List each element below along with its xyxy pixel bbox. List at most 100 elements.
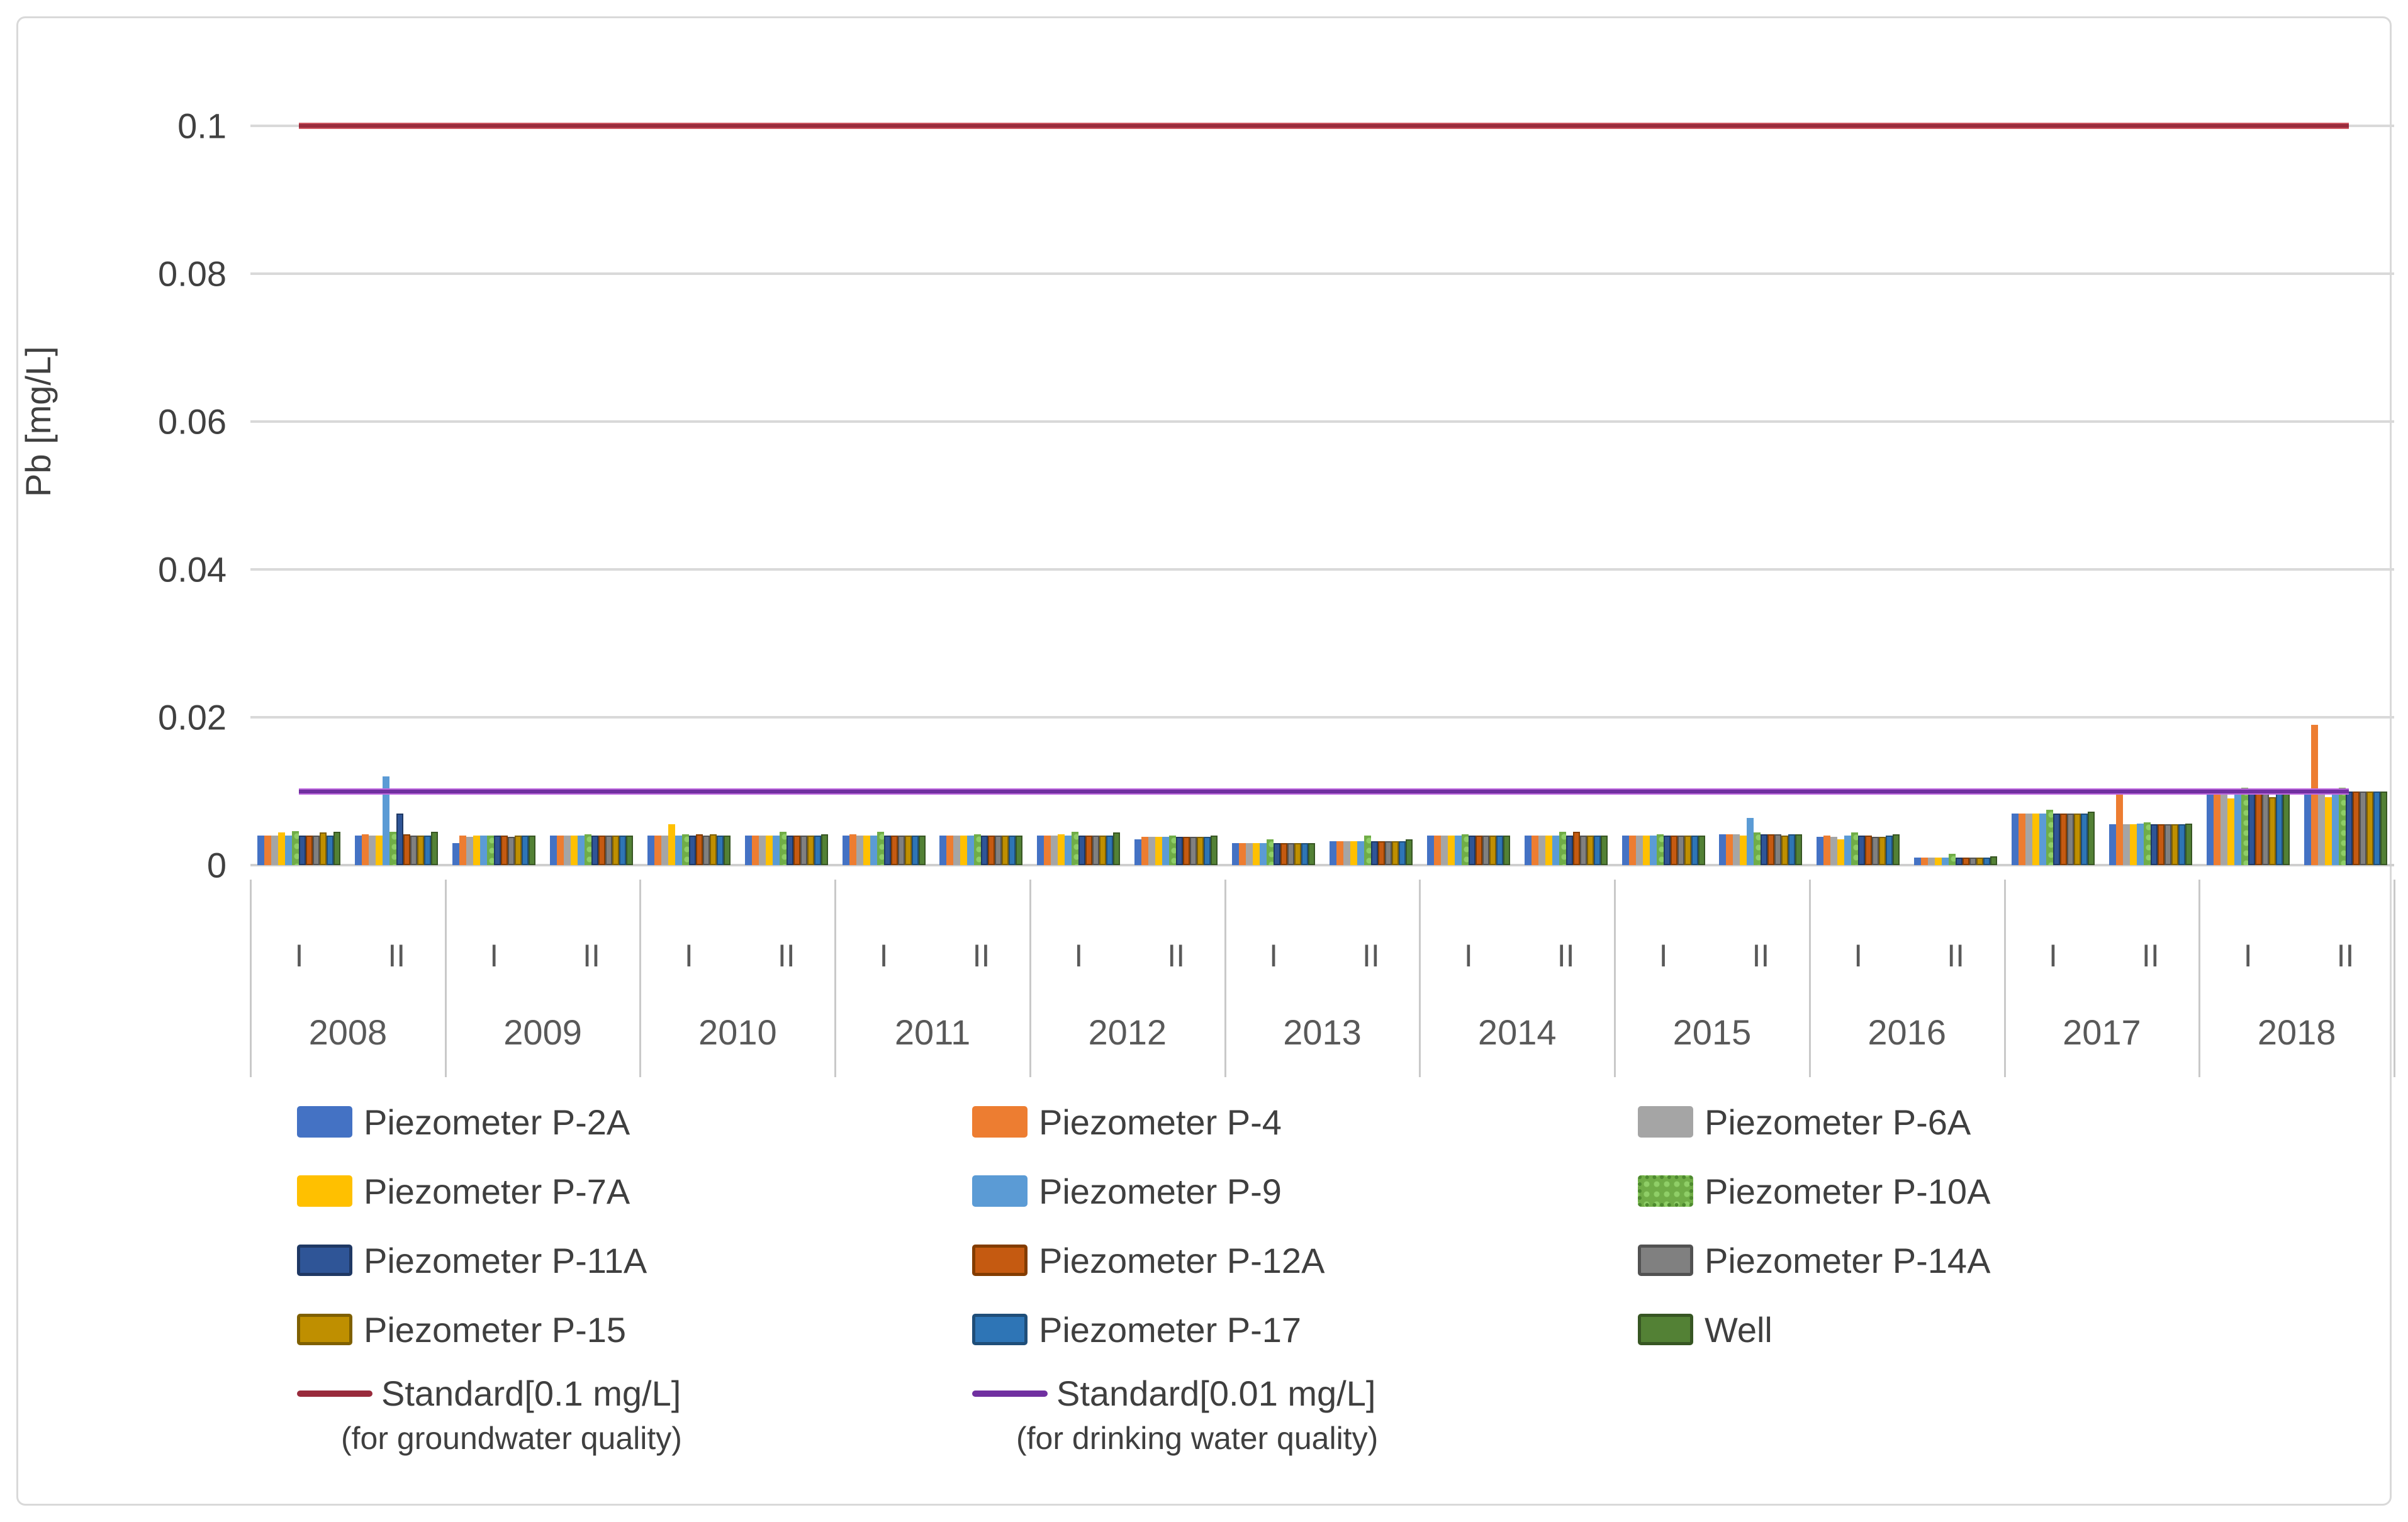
bar: [842, 836, 849, 865]
x-tick-period: II: [2141, 938, 2159, 973]
bar: [918, 836, 926, 865]
bar: [2059, 813, 2067, 865]
bar: [480, 836, 488, 865]
bar: [2025, 813, 2032, 865]
bar: [1823, 836, 1831, 865]
legend-swatch-icon: [1638, 1245, 1693, 1276]
bar: [362, 834, 369, 865]
bar: [522, 836, 529, 865]
bar: [1405, 839, 1413, 865]
bar: [890, 836, 898, 865]
y-tick-label: 0.08: [158, 254, 227, 294]
legend-label: Piezometer P-14A: [1705, 1240, 1991, 1280]
bar: [668, 824, 675, 865]
bar: [1496, 836, 1503, 865]
bar: [2087, 812, 2095, 865]
bar: [2046, 809, 2053, 865]
legend-label: Piezometer P-9: [1039, 1171, 1282, 1211]
bar: [1600, 836, 1608, 865]
bar: [355, 836, 362, 865]
legend-swatch-icon: [972, 1175, 1028, 1207]
bar: [508, 837, 515, 865]
bar: [2227, 798, 2234, 865]
bar: [1545, 836, 1552, 865]
bar: [814, 836, 821, 865]
bar: [661, 836, 668, 865]
figure-border: [16, 16, 2392, 1506]
x-tick-period: I: [1074, 938, 1084, 973]
legend-label: Piezometer P-7A: [364, 1171, 630, 1211]
bar: [1426, 836, 1434, 865]
gridline: [250, 716, 2394, 719]
bar: [571, 836, 578, 865]
bar: [2366, 791, 2373, 865]
bar: [1942, 858, 1949, 865]
x-tick-period: I: [684, 938, 693, 973]
legend-item: Piezometer P-17: [972, 1309, 1638, 1350]
bar: [1044, 836, 1051, 865]
bar: [2248, 791, 2255, 865]
bar: [1336, 841, 1343, 865]
bar: [911, 836, 919, 865]
bar: [564, 836, 571, 865]
bar: [1002, 836, 1009, 865]
bar: [1058, 834, 1065, 865]
bar: [376, 836, 383, 865]
bar: [2129, 824, 2137, 865]
legend-label: Piezometer P-10A: [1705, 1171, 1991, 1211]
bar: [1872, 837, 1879, 865]
legend-label: Piezometer P-15: [364, 1309, 627, 1350]
bar: [2304, 791, 2311, 865]
bar: [1983, 858, 1991, 865]
legend-label: Piezometer P-2A: [364, 1102, 630, 1142]
bar: [1726, 834, 1733, 865]
bar: [1301, 842, 1309, 865]
bar: [995, 836, 1002, 865]
bar: [2011, 813, 2019, 865]
bar: [744, 836, 752, 865]
bar: [1099, 836, 1107, 865]
bar: [2373, 791, 2380, 865]
x-tick-period: I: [2243, 938, 2253, 973]
bar: [883, 836, 891, 865]
bar: [953, 836, 961, 865]
bar: [1879, 837, 1886, 865]
bar: [327, 836, 334, 865]
bar: [863, 836, 870, 865]
bar: [2220, 791, 2227, 865]
bar: [501, 836, 508, 865]
bar: [1663, 836, 1671, 865]
bar: [1524, 836, 1532, 865]
gridline: [250, 420, 2394, 423]
bar: [1503, 836, 1510, 865]
bar: [2115, 790, 2123, 865]
x-tick-period: II: [1557, 938, 1575, 973]
legend-item: Piezometer P-6A: [1638, 1102, 2216, 1143]
bar: [1183, 837, 1190, 865]
y-tick-label: 0.06: [158, 401, 227, 442]
year-separator: [1419, 880, 1421, 1077]
legend: Piezometer P-2A Piezometer P-4 Piezometer …: [297, 1087, 2216, 1457]
bar: [473, 836, 481, 865]
x-tick-period: I: [879, 938, 888, 973]
legend-swatch-icon: [972, 1245, 1028, 1276]
bar: [1475, 836, 1482, 865]
bar: [389, 832, 397, 865]
bar: [1308, 842, 1316, 865]
x-tick-period: I: [2049, 938, 2058, 973]
legend-item: Piezometer P-14A: [1638, 1240, 2216, 1281]
bar: [1886, 836, 1893, 865]
bar: [709, 834, 717, 865]
bar: [1649, 836, 1657, 865]
legend-label: Standard[0.1 mg/L]: [381, 1374, 681, 1413]
bar: [2171, 824, 2178, 865]
legend-line-icon: [297, 1390, 372, 1397]
bar: [2032, 813, 2039, 865]
bar: [1134, 839, 1142, 865]
bar: [1956, 858, 1963, 865]
x-tick-period: II: [972, 938, 990, 973]
year-separator: [639, 880, 642, 1077]
bar: [1781, 836, 1789, 865]
bar: [2157, 824, 2164, 865]
